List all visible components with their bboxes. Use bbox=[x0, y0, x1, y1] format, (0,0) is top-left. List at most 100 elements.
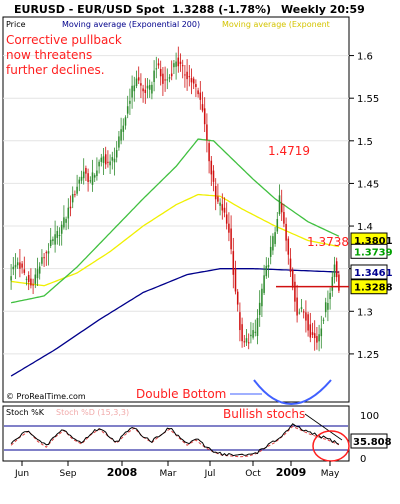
candle-body bbox=[329, 292, 331, 300]
candle-body bbox=[120, 129, 122, 141]
candle-body bbox=[54, 234, 56, 245]
candle-body bbox=[140, 83, 142, 86]
stoch-value-box bbox=[350, 433, 388, 449]
candle-body bbox=[289, 258, 292, 272]
candle-body bbox=[89, 180, 92, 182]
candle-body bbox=[245, 338, 248, 343]
candle-body bbox=[269, 246, 272, 257]
candle-body bbox=[118, 136, 120, 148]
candle-body bbox=[16, 262, 19, 266]
header-symbol: EURUSD - EUR/USD Spot bbox=[14, 3, 165, 16]
ema200-line bbox=[10, 268, 339, 377]
candle-body bbox=[60, 224, 63, 234]
stoch-label: Stoch %K bbox=[6, 408, 45, 417]
annotation-title-2: now threatens bbox=[6, 48, 92, 62]
legend-price: Price bbox=[6, 20, 26, 29]
candle-body bbox=[263, 275, 265, 293]
candle-body bbox=[302, 311, 305, 313]
grid-layer bbox=[3, 55, 349, 355]
candle-body bbox=[338, 274, 340, 291]
candle-layer bbox=[10, 46, 340, 352]
candle-body bbox=[71, 193, 74, 203]
candle-body bbox=[298, 312, 301, 314]
x-tick-label: May bbox=[321, 469, 340, 479]
candle-body bbox=[115, 150, 118, 158]
annotation-peak-1: 1.4719 bbox=[268, 144, 310, 158]
candle-body bbox=[276, 218, 279, 232]
price-marker-box bbox=[350, 243, 388, 259]
candle-body bbox=[142, 88, 144, 92]
axis-layer: 1.61.551.51.451.41.351.31.25JunSep2008Ma… bbox=[14, 52, 393, 479]
candle-body bbox=[327, 302, 329, 310]
candle-body bbox=[313, 333, 316, 339]
candle-body bbox=[272, 236, 274, 251]
price-marker-box bbox=[350, 279, 388, 295]
bullish-stochs-pointer bbox=[304, 413, 343, 441]
x-tick-label: Oct bbox=[245, 469, 261, 479]
candle-body bbox=[122, 125, 125, 132]
candle-body bbox=[232, 251, 235, 275]
candle-body bbox=[32, 284, 34, 286]
candle-body bbox=[230, 228, 232, 250]
candle-body bbox=[146, 85, 149, 89]
candle-body bbox=[151, 84, 153, 94]
candle-body bbox=[214, 186, 217, 200]
candle-body bbox=[100, 157, 103, 162]
candle-body bbox=[184, 74, 186, 76]
candle-body bbox=[52, 239, 54, 242]
candle-body bbox=[177, 57, 180, 67]
double-bottom-arc bbox=[253, 379, 332, 405]
candle-body bbox=[186, 71, 188, 80]
candle-body bbox=[278, 195, 281, 214]
annotation-title-1: Corrective pullback bbox=[6, 33, 122, 47]
candle-body bbox=[228, 223, 230, 233]
stoch-axis-0: 0 bbox=[360, 454, 366, 465]
legend-ma200: Moving average (Exponential 200) bbox=[62, 20, 200, 29]
bullish-stochs-circle bbox=[312, 430, 350, 462]
candle-body bbox=[261, 288, 263, 307]
candle-body bbox=[49, 239, 52, 246]
candle-body bbox=[252, 330, 254, 338]
candle-body bbox=[131, 85, 133, 98]
legend-ma-yellow: Moving average (Exponent bbox=[222, 20, 330, 29]
annotation-title-3: further declines. bbox=[6, 63, 105, 77]
candle-body bbox=[155, 68, 158, 70]
candle-body bbox=[162, 73, 164, 84]
candle-body bbox=[157, 63, 160, 66]
candle-body bbox=[188, 76, 191, 78]
candle-body bbox=[14, 264, 17, 268]
candle-body bbox=[250, 334, 252, 337]
candle-body bbox=[280, 203, 283, 213]
candle-body bbox=[283, 212, 285, 224]
candle-body bbox=[43, 257, 45, 259]
candle-body bbox=[190, 77, 193, 83]
candle-body bbox=[234, 268, 237, 292]
candle-body bbox=[65, 218, 67, 223]
candle-body bbox=[181, 65, 184, 67]
header-period: Weekly 20:59 bbox=[281, 3, 365, 16]
candle-body bbox=[291, 270, 294, 288]
candle-body bbox=[247, 342, 250, 344]
candle-body bbox=[192, 78, 195, 84]
candle-body bbox=[179, 61, 182, 64]
candle-body bbox=[23, 269, 26, 273]
x-tick-label: Jun bbox=[14, 469, 29, 479]
stoch-k-line bbox=[10, 423, 340, 457]
candle-body bbox=[197, 90, 199, 95]
candle-body bbox=[45, 252, 48, 254]
candle-body bbox=[36, 269, 39, 279]
copyright-text: © ProRealTime.com bbox=[6, 392, 86, 401]
candle-body bbox=[225, 214, 228, 224]
candle-body bbox=[335, 261, 338, 278]
candle-body bbox=[217, 196, 219, 202]
price-marker-box bbox=[350, 264, 388, 280]
candle-body bbox=[170, 73, 173, 77]
stoch-value: 35.808 bbox=[353, 437, 392, 448]
candle-body bbox=[80, 176, 83, 181]
candle-body bbox=[98, 161, 100, 167]
candle-body bbox=[294, 281, 296, 302]
candle-body bbox=[223, 207, 226, 213]
candle-body bbox=[12, 266, 15, 270]
candle-body bbox=[82, 171, 85, 179]
price-marker-label: 1.3288 bbox=[354, 283, 393, 294]
